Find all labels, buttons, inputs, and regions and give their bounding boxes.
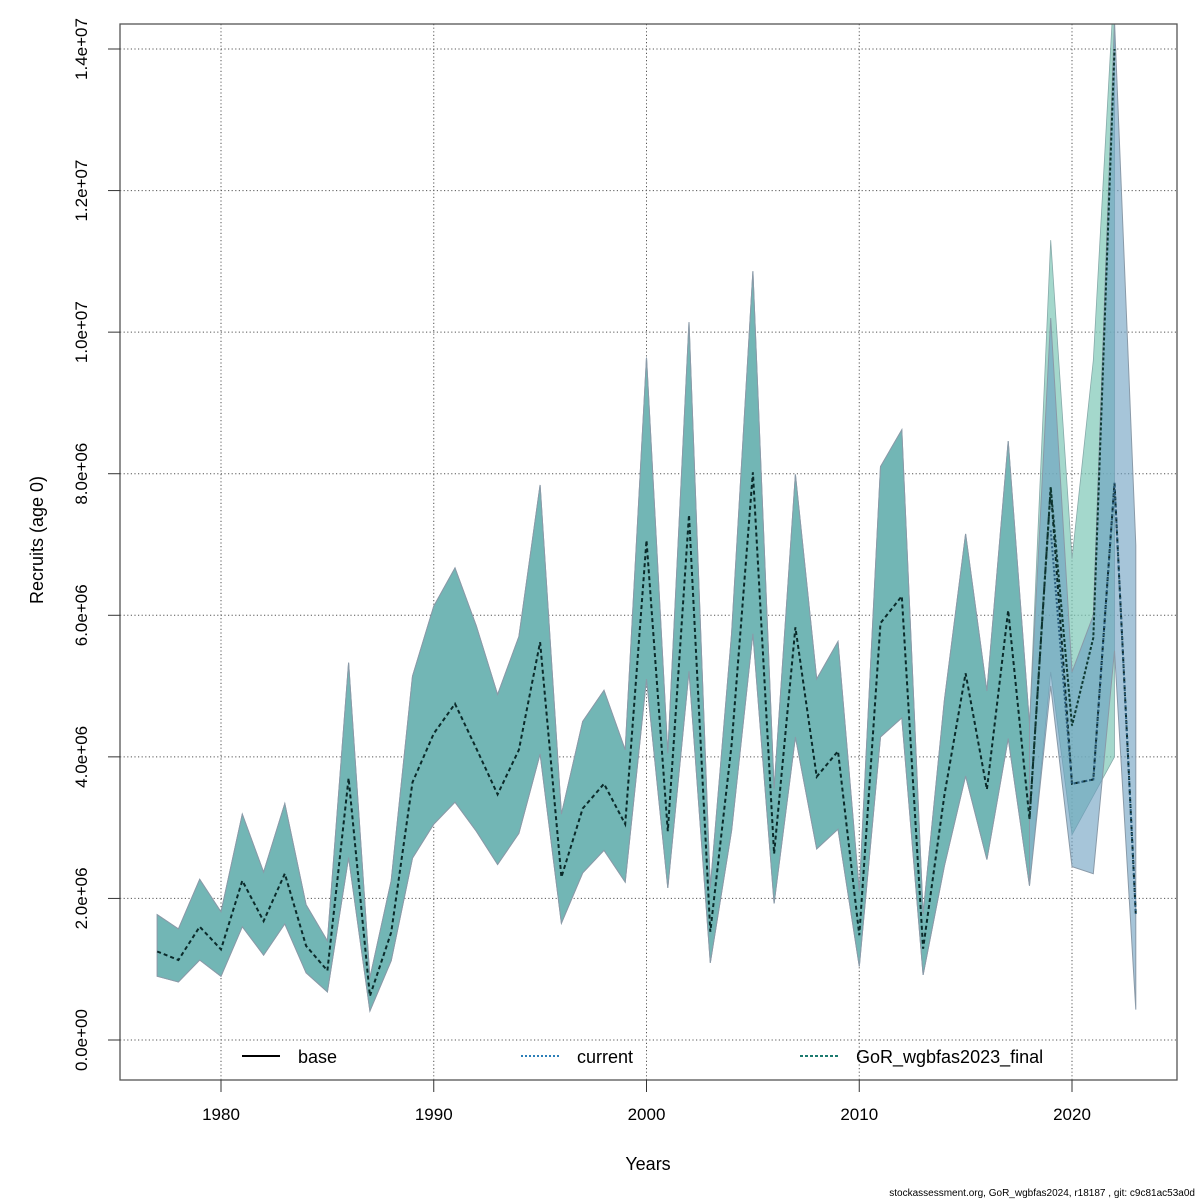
y-tick-label: 1.4e+07 — [72, 18, 91, 80]
legend-label-gor: GoR_wgbfas2023_final — [856, 1047, 1043, 1068]
y-tick-label: 6.0e+06 — [72, 584, 91, 646]
x-tick-label: 1980 — [202, 1105, 240, 1124]
y-tick-label: 1.2e+07 — [72, 160, 91, 222]
band-overlap — [156, 271, 1030, 1013]
legend-label-base: base — [298, 1047, 337, 1067]
y-tick-label: 0.0e+00 — [72, 1009, 91, 1071]
x-tick-label: 2000 — [628, 1105, 666, 1124]
x-axis: 1980 1990 2000 2010 2020 — [202, 1080, 1091, 1124]
line-base — [156, 472, 1137, 997]
confidence-bands — [156, 24, 1137, 1013]
footer-credit: stockassessment.org, GoR_wgbfas2024, r18… — [889, 1188, 1195, 1199]
series-lines — [156, 48, 1137, 997]
y-tick-label: 4.0e+06 — [72, 726, 91, 788]
y-tick-label: 1.0e+07 — [72, 301, 91, 363]
legend-label-current: current — [577, 1047, 633, 1067]
legend: base current GoR_wgbfas2023_final — [242, 1047, 1043, 1068]
plot-frame — [119, 23, 1178, 1081]
x-tick-label: 2010 — [840, 1105, 878, 1124]
x-axis-title: Years — [625, 1154, 670, 1174]
x-tick-label: 2020 — [1053, 1105, 1091, 1124]
y-axis: 0.0e+00 2.0e+06 4.0e+06 6.0e+06 8.0e+06 1.0e+… — [72, 18, 120, 1071]
x-tick-label: 1990 — [415, 1105, 453, 1124]
line-gor — [1028, 48, 1116, 820]
y-tick-label: 8.0e+06 — [72, 443, 91, 505]
y-axis-title: Recruits (age 0) — [27, 476, 47, 604]
line-current — [1049, 482, 1137, 915]
y-tick-label: 2.0e+06 — [72, 867, 91, 929]
